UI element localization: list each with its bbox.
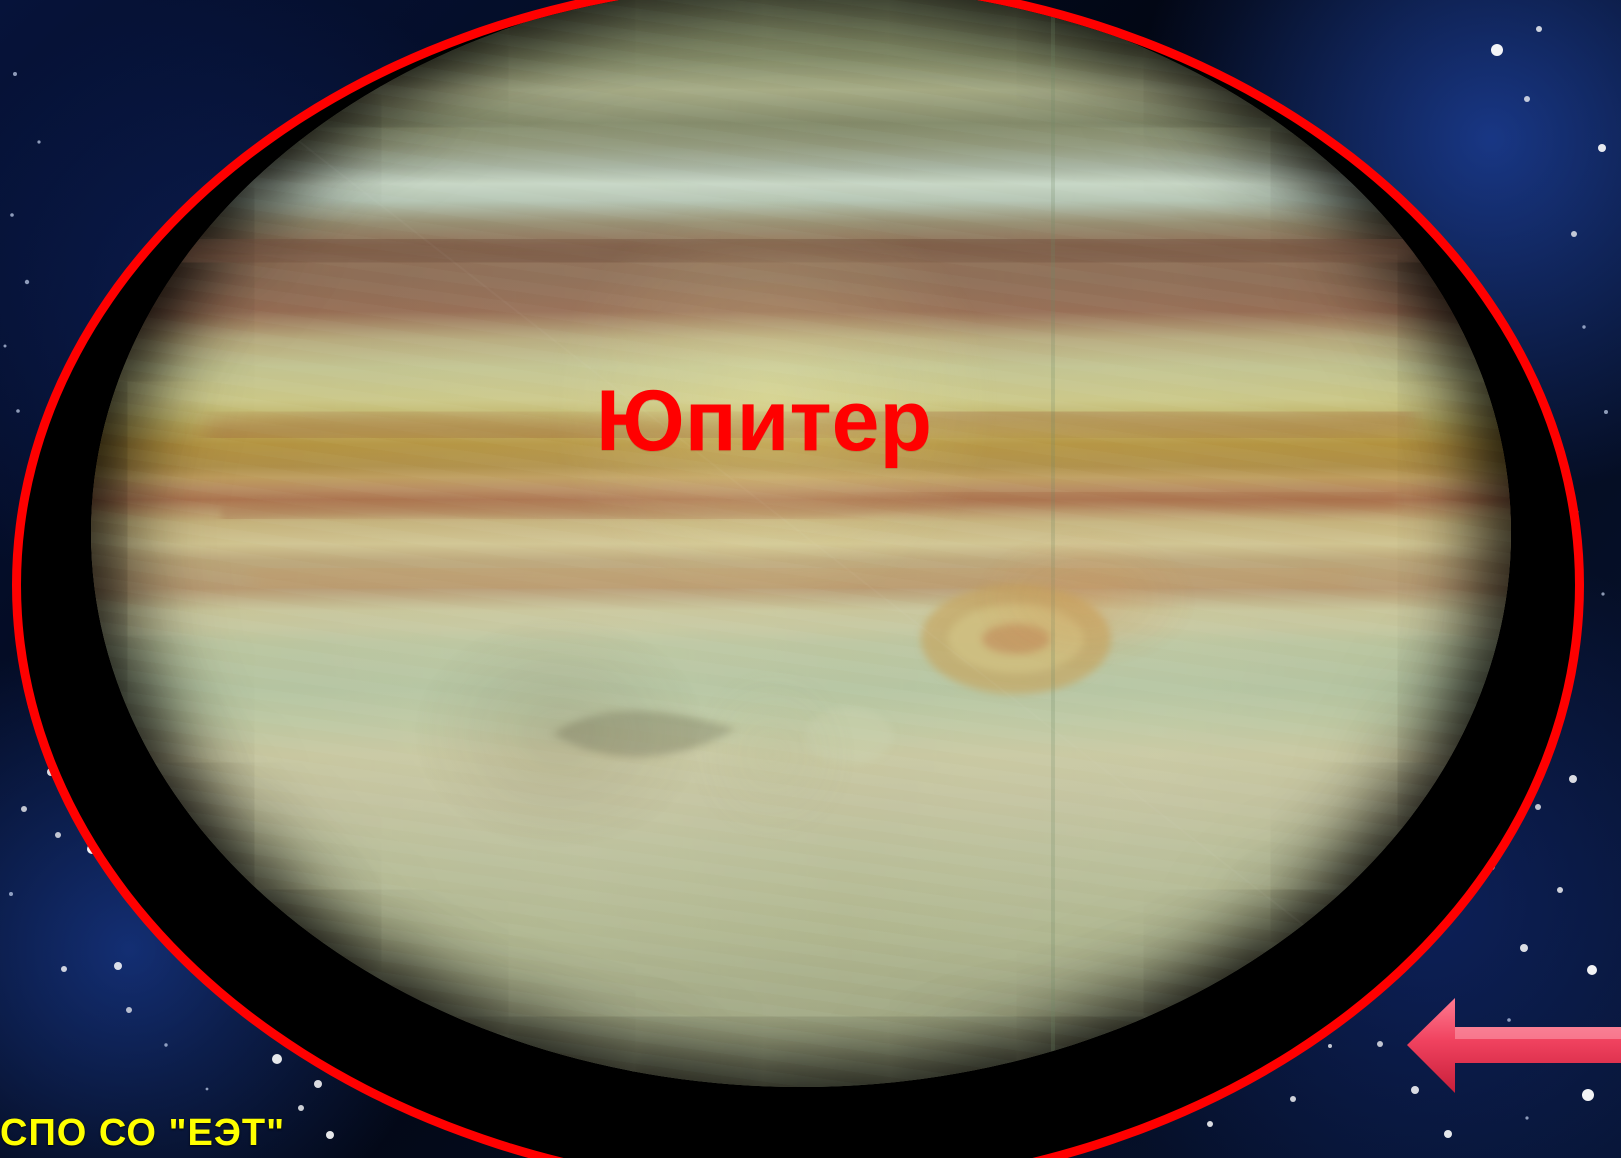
jupiter-planet-image [91,0,1511,1087]
planet-image-frame [12,0,1584,1158]
back-arrow-button[interactable] [1407,998,1621,1093]
footer-organization-label: СПО СО "ЕЭТ" [0,1112,286,1154]
planet-title: Юпитер [596,372,932,469]
left-arrow-icon [1407,998,1621,1093]
jupiter-surface-details [173,0,1423,1087]
